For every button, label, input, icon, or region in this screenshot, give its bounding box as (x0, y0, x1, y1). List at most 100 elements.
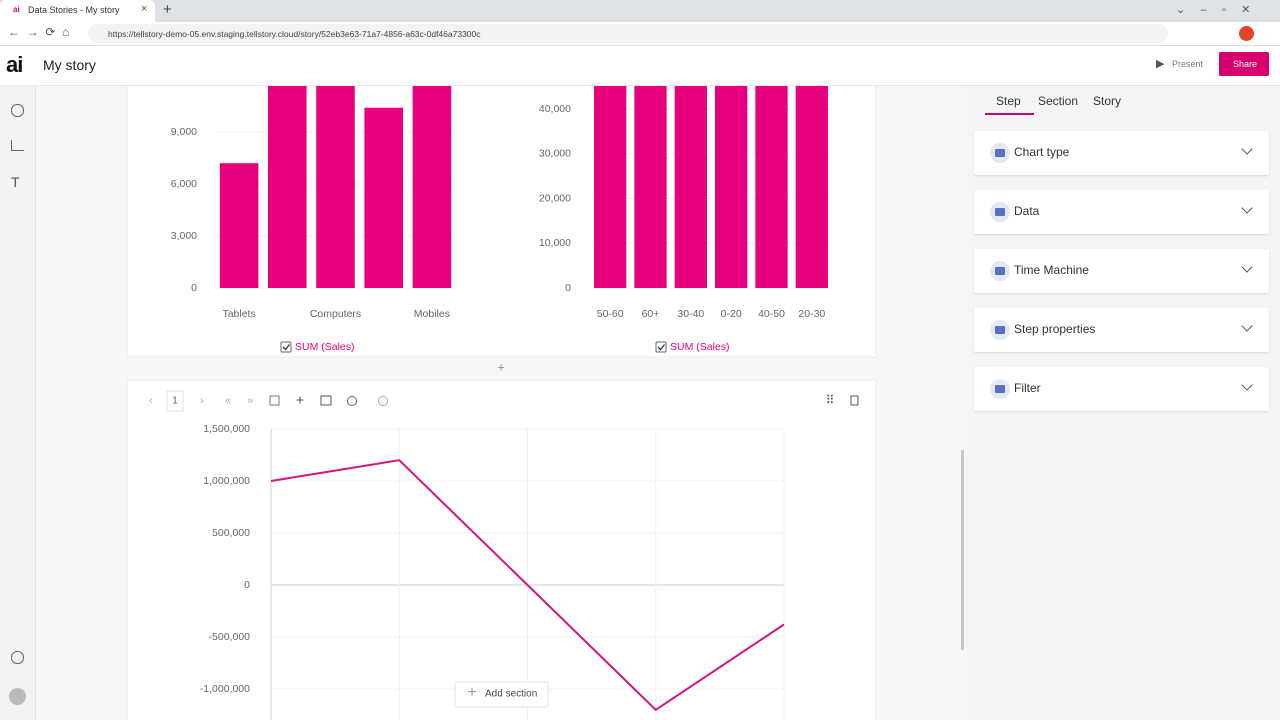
y-tick-label: 6,000 (171, 178, 197, 190)
panel-tab[interactable]: Story (1093, 94, 1122, 108)
add-button[interactable]: + (296, 392, 304, 408)
nav-buttons[interactable]: ← → ⟳ ⌂ (8, 25, 70, 39)
url: https://tellstory-demo-05.env.staging.te… (108, 29, 481, 39)
chart-card (126, 379, 877, 720)
profile[interactable] (1239, 26, 1254, 41)
y-tick-label: 0 (244, 579, 250, 591)
scrollbar[interactable] (961, 450, 964, 650)
legend-label: SUM (Sales) (295, 341, 355, 353)
charts: 0 3,000 6,000 9,000 Tablets Computers Mobiles S… (171, 86, 832, 720)
style-button[interactable] (347, 396, 357, 406)
tab-icon: ai (13, 5, 20, 14)
y-tick-label: 500,000 (212, 527, 250, 539)
address-bar[interactable]: https://tellstory-demo-05.env.staging.te… (88, 24, 1168, 43)
accordion-label: Data (1014, 204, 1040, 218)
add-section-label: Add section (485, 689, 537, 700)
active-tab-indicator (985, 113, 1034, 115)
legend-check (657, 344, 666, 351)
present-button[interactable]: Present (1172, 59, 1204, 69)
delete-button[interactable] (850, 395, 859, 406)
present-icon[interactable]: ▶ (1156, 58, 1165, 70)
y-tick-label: 1,000,000 (203, 475, 250, 487)
accordion[interactable]: Filter (974, 367, 1269, 411)
panel-tab[interactable]: Step (996, 94, 1021, 108)
x-tick-label: Tablets (222, 308, 255, 320)
remove-button[interactable] (378, 396, 388, 406)
y-tick-label: 30,000 (539, 148, 571, 160)
bar (316, 86, 355, 289)
last-button[interactable]: » (247, 395, 253, 407)
y-tick-label: 9,000 (171, 126, 197, 138)
new-tab[interactable]: + (163, 1, 172, 18)
chart-icon[interactable] (11, 140, 24, 151)
x-tick-label: Computers (310, 308, 361, 320)
x-tick-label: 0-20 (721, 308, 742, 320)
bar (674, 86, 707, 288)
bar (412, 86, 452, 289)
window-controls[interactable]: ⌄ – ▫ ✕ (1176, 4, 1251, 16)
page-box (166, 390, 184, 412)
address-row: ← → ⟳ ⌂ https://tellstory-demo-05.env.st… (0, 22, 1280, 46)
legend-label: SUM (Sales) (670, 341, 730, 353)
share-button[interactable]: Share (1219, 52, 1269, 76)
accordion[interactable]: Step properties (974, 308, 1269, 352)
text-icon[interactable]: T (11, 174, 20, 190)
panel-tab[interactable]: Section (1038, 94, 1079, 108)
story-title: My story (43, 57, 96, 73)
sidebar: T (0, 86, 36, 720)
x-tick-label: 30-40 (677, 308, 704, 320)
add-section-icon: + (467, 684, 476, 701)
tab-close[interactable]: × (141, 3, 148, 15)
y-tick-label: 20,000 (539, 192, 571, 204)
bar (268, 86, 307, 289)
legend-checkbox (655, 341, 667, 353)
accordion-label: Step properties (1014, 322, 1096, 336)
user-icon[interactable] (9, 688, 26, 705)
bar (715, 86, 748, 288)
bar (219, 163, 259, 288)
x-tick-label: 20-30 (798, 308, 825, 320)
x-tick-label: 40-50 (758, 308, 785, 320)
bar (634, 86, 667, 288)
help-icon[interactable] (11, 651, 24, 664)
page-number: 1 (172, 396, 178, 407)
insert-section[interactable]: + (497, 359, 505, 374)
y-tick-label: -500,000 (209, 631, 251, 643)
drag-handle[interactable]: ⠿ (826, 393, 835, 407)
copy-button[interactable] (269, 395, 280, 406)
add-section-button[interactable] (454, 681, 549, 708)
legend-checkbox (280, 341, 292, 353)
y-tick-label: 10,000 (539, 237, 571, 249)
accordion-label: Time Machine (1014, 263, 1089, 277)
accordion-label: Chart type (1014, 145, 1070, 159)
y-tick-label: 3,000 (171, 230, 197, 242)
bar (594, 86, 627, 288)
next-button[interactable]: › (200, 395, 204, 407)
accordion[interactable]: Chart type (974, 131, 1269, 175)
logo[interactable]: ai (6, 52, 23, 77)
x-tick-label: Mobiles (414, 308, 450, 320)
prev-button[interactable]: ‹ (149, 395, 153, 407)
tab-title: Data Stories - My story (28, 5, 120, 15)
tab[interactable]: ai Data Stories - My story × (0, 0, 155, 22)
first-button[interactable]: « (225, 395, 231, 407)
bar (755, 86, 788, 288)
accordion[interactable]: Data (974, 190, 1269, 234)
x-tick-label: 60+ (642, 308, 660, 320)
tab-bar: ai Data Stories - My story × + ⌄ – ▫ ✕ (0, 0, 1280, 22)
accordion[interactable]: Time Machine (974, 249, 1269, 293)
card-toolbar: ‹ 1 › « » + ⠿ (149, 390, 859, 412)
bar (795, 86, 828, 288)
app-header: ai My story ▶ Present Share (0, 46, 1280, 86)
accordion-label: Filter (1014, 381, 1041, 395)
line-series (270, 459, 785, 712)
y-tick-label: 0 (191, 282, 197, 294)
y-tick-label: 1,500,000 (203, 423, 250, 435)
legend-check (282, 344, 291, 351)
y-tick-label: -1,000,000 (200, 683, 250, 695)
bar (364, 107, 403, 288)
globe-icon[interactable] (11, 104, 24, 117)
frame-button[interactable] (320, 395, 332, 406)
share-label: Share (1233, 59, 1258, 69)
